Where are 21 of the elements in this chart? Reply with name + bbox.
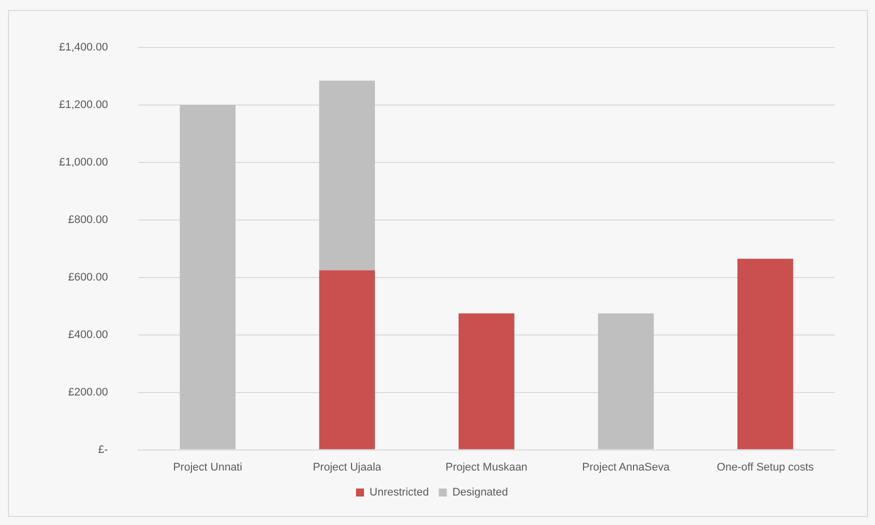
y-tick-label: £1,400.00 (59, 42, 108, 54)
bar (458, 313, 514, 450)
y-tick-label: £- (98, 444, 108, 456)
legend-label: Unrestricted (370, 486, 429, 499)
bar (598, 313, 654, 450)
y-tick-label: £800.00 (68, 214, 108, 226)
y-tick-label: £600.00 (68, 271, 108, 284)
y-tick-label: £1,200.00 (59, 99, 108, 112)
y-tick-label: £200.00 (68, 386, 108, 398)
x-tick-label: Project Ujaala (312, 461, 382, 474)
x-tick-label: Project Unnati (173, 461, 242, 474)
bar (319, 80, 375, 270)
y-tick-label: £1,000.00 (59, 156, 108, 169)
bar (737, 258, 794, 450)
x-tick-label: One-off Setup costs (716, 461, 814, 474)
x-tick-label: Project AnnaSeva (582, 461, 670, 474)
legend-label: Designated (452, 486, 508, 499)
y-tick-label: £400.00 (68, 328, 108, 341)
x-tick-label: Project Muskaan (446, 461, 528, 474)
bar (319, 270, 375, 450)
bar (180, 105, 236, 450)
